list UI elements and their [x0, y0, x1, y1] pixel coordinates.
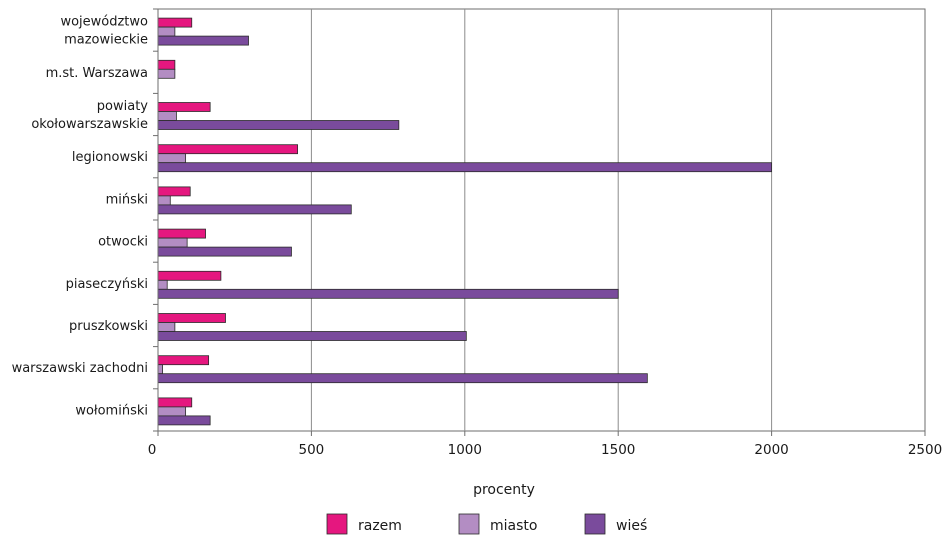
- bar-wieś-0: [157, 35, 249, 46]
- x-tick-label: 2500: [908, 442, 942, 458]
- legend-swatch-wieś: [584, 513, 606, 535]
- category-label: warszawski zachodni: [12, 361, 148, 376]
- bar-miasto-2: [157, 111, 177, 121]
- bar-miasto-8: [157, 364, 164, 375]
- legend-label-miasto: miasto: [490, 518, 537, 534]
- bar-razem-9: [157, 397, 193, 408]
- category-label: otwocki: [98, 235, 148, 250]
- plot-border: [157, 8, 926, 432]
- bar-miasto-0: [157, 26, 176, 37]
- x-axis-ticks: 0 500 1000 1500 2000 2500: [148, 431, 942, 458]
- bar-wieś-7: [157, 331, 467, 341]
- bar-miasto-6: [157, 279, 168, 290]
- bar-wieś-2: [157, 120, 400, 130]
- bar-razem-8: [157, 355, 210, 366]
- plot-area: [157, 8, 926, 432]
- legend-label-razem: razem: [358, 518, 402, 534]
- bar-wieś-9: [157, 415, 211, 426]
- bar-miasto-5: [157, 237, 188, 248]
- bar-razem-2: [157, 102, 211, 112]
- category-label: miński: [106, 192, 148, 207]
- bar-miasto-1: [157, 68, 176, 79]
- x-tick-label: 2000: [754, 442, 788, 458]
- x-tick-label: 0: [148, 442, 157, 458]
- x-axis-title: procenty: [473, 482, 535, 498]
- bar-razem-1: [157, 59, 176, 70]
- x-tick-label: 1500: [601, 442, 635, 458]
- bar-miasto-9: [157, 406, 187, 417]
- gridlines: [310, 9, 773, 431]
- category-label: wołomiński: [75, 403, 148, 418]
- category-label: legionowski: [72, 150, 148, 165]
- bar-miasto-4: [157, 195, 171, 206]
- bar-wieś-4: [157, 204, 352, 215]
- category-label: okołowarszawskie: [31, 117, 148, 132]
- legend-label-wieś: wieś: [616, 518, 647, 534]
- category-labels: województwo mazowieckie m.st. Warszawa powi…: [12, 8, 159, 436]
- legend-swatch-miasto: [458, 513, 480, 535]
- bar-razem-3: [157, 144, 298, 155]
- bar-razem-5: [157, 228, 206, 239]
- bar-miasto-3: [157, 153, 187, 164]
- x-tick-label: 500: [299, 442, 325, 458]
- category-label: pruszkowski: [69, 319, 148, 334]
- category-label: województwo: [60, 15, 148, 30]
- bar-wieś-8: [157, 373, 648, 384]
- bar-razem-6: [157, 270, 222, 281]
- x-tick-label: 1000: [448, 442, 482, 458]
- bar-wieś-5: [157, 246, 292, 257]
- bar-razem-4: [157, 186, 191, 197]
- category-label: piaseczyński: [66, 277, 148, 292]
- category-label: mazowieckie: [64, 33, 148, 48]
- legend-swatch-razem: [326, 513, 348, 535]
- category-label: m.st. Warszawa: [46, 66, 148, 81]
- category-label: powiaty: [97, 99, 149, 114]
- legend: razem miasto wieś: [326, 513, 647, 535]
- bar-miasto-7: [157, 322, 176, 332]
- bar-wieś-6: [157, 288, 619, 299]
- bar-razem-0: [157, 17, 193, 28]
- bar-razem-7: [157, 313, 226, 323]
- bar-wieś-3: [157, 162, 772, 173]
